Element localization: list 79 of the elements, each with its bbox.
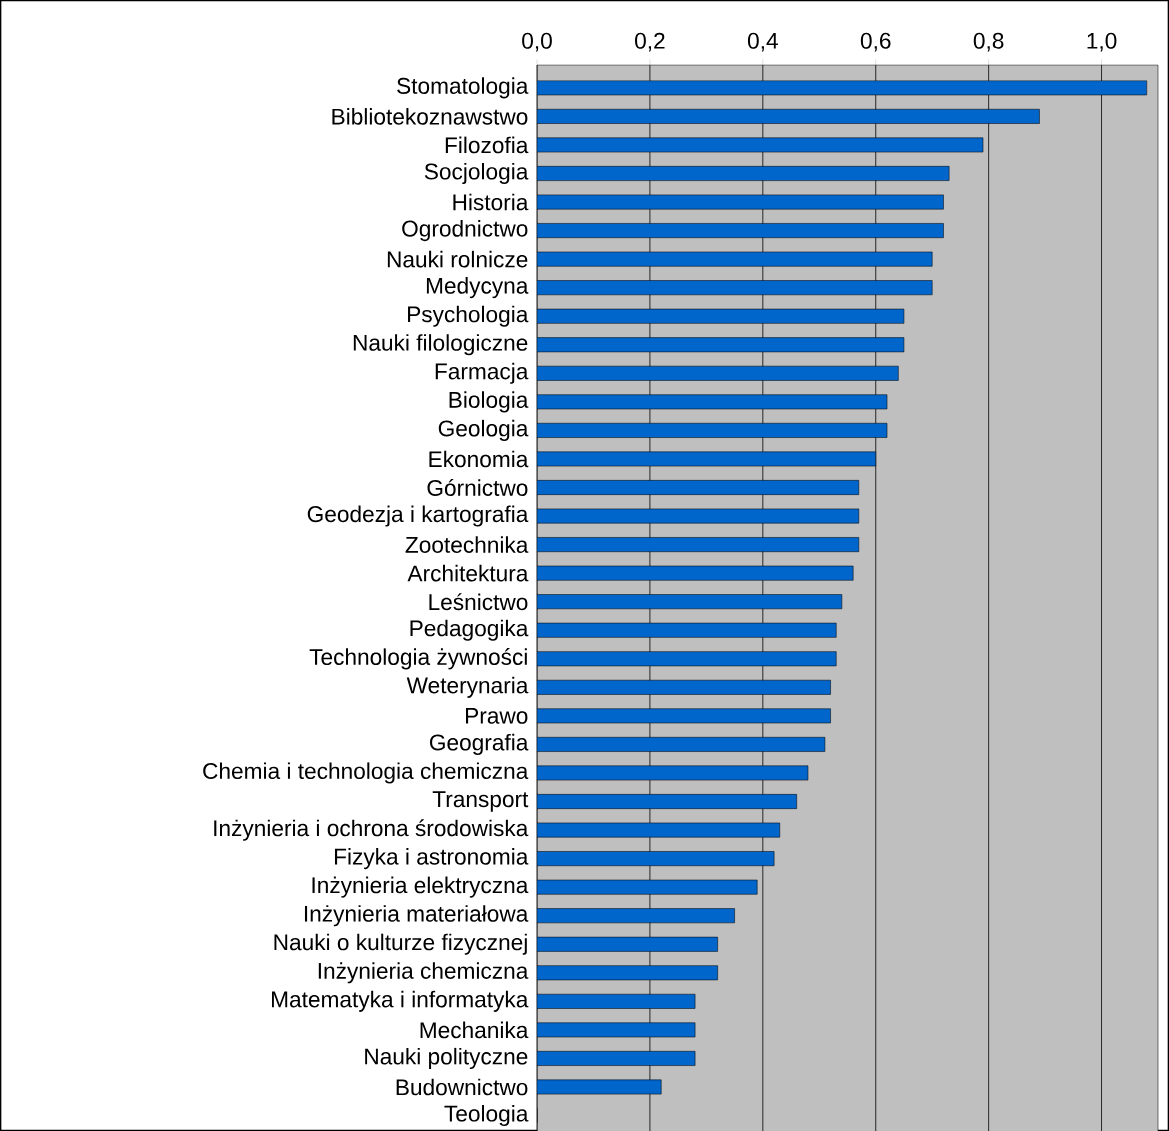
bar [537,337,905,353]
y-tick-label: Ogrodnictwo [402,220,528,242]
bar [537,508,860,524]
y-tick-label: Nauki o kulturze fizycznej [274,933,527,955]
bar [537,365,899,381]
bar [537,1022,696,1038]
bar [537,965,718,981]
y-tick-label: Chemia i technologia chemiczna [203,762,529,784]
y-tick-label: Geologia [438,419,529,441]
y-tick-label: Matematyka i informatyka [272,990,529,1012]
y-tick-label: Stomatologia [397,77,529,99]
bar [537,394,888,410]
bar [537,166,950,181]
bar [537,137,984,153]
y-tick-label: Mechanika [420,1021,529,1039]
x-tick-label: 1,0 [1087,32,1117,52]
y-tick-label: Medycyna [426,277,529,299]
bar [537,594,843,610]
y-tick-label: Fizyka i astronomia [335,848,529,870]
y-tick-label: Górnictwo [427,479,528,496]
bar [537,565,854,581]
bar [537,794,797,809]
y-tick-label: Ekonomia [429,450,529,468]
bar [537,422,888,438]
bar [537,879,758,895]
y-tick-label: Psychologia [408,305,529,327]
y-tick-label: Historia [453,193,529,211]
bar [537,936,718,952]
y-tick-label: Nauki filologiczne [353,334,528,356]
y-tick-label: Architektura [407,564,529,582]
x-tick-label: 0,2 [635,32,665,52]
bar [537,194,944,210]
bar [537,280,933,296]
bar [537,651,837,667]
y-tick-label: Nauki rolnicze [387,250,528,268]
y-tick-label: Inżynieria elektryczna [312,876,529,898]
bar [537,80,1147,96]
y-tick-label: Geografia [429,733,529,755]
y-tick-label: Technologia żywności [309,648,527,670]
bar [537,908,735,924]
y-tick-label: Weterynaria [406,676,529,698]
x-tick-label: 0,8 [973,32,1004,52]
bar [537,765,809,781]
bar [537,993,696,1009]
y-tick-label: Transport [432,791,529,812]
x-tick-label: 0,0 [522,32,552,52]
bar [537,537,860,552]
bar [537,251,933,267]
y-tick-label: Zootechnika [405,536,529,553]
y-tick-label: Prawo [465,707,528,724]
bar [537,108,1040,124]
bar [537,737,826,752]
y-tick-label: Filozofia [445,136,529,154]
x-tick-label: 0,4 [747,32,778,52]
y-tick-label: Pedagogika [410,619,529,641]
y-tick-label: Socjologia [424,162,529,185]
bar [537,708,831,724]
bar [537,851,775,867]
y-tick-label: Biologia [449,391,529,413]
bar [537,622,837,638]
y-tick-label: Geodezja i kartografia [307,505,529,527]
y-tick-label: Farmacja [435,362,529,384]
y-tick-label: Inżynieria chemiczna [318,962,529,984]
bar [537,451,877,467]
bar [537,1051,696,1066]
bar [537,223,944,238]
y-tick-label: Bibliotekoznawstwo [332,108,528,125]
y-tick-label: Nauki polityczne [365,1047,528,1069]
bar [537,679,831,695]
bar [537,308,905,324]
bar [537,822,781,838]
bar [537,480,860,495]
y-tick-label: Inżynieria materiałowa [304,905,529,927]
y-tick-label: Teologia [444,1104,529,1127]
y-tick-label: Leśnictwo [429,593,528,611]
bar [537,1079,662,1095]
y-tick-label: Inżynieria i ochrona środowiska [214,819,529,841]
y-tick-label: Budownictwo [396,1078,528,1096]
x-tick-label: 0,6 [860,32,891,52]
